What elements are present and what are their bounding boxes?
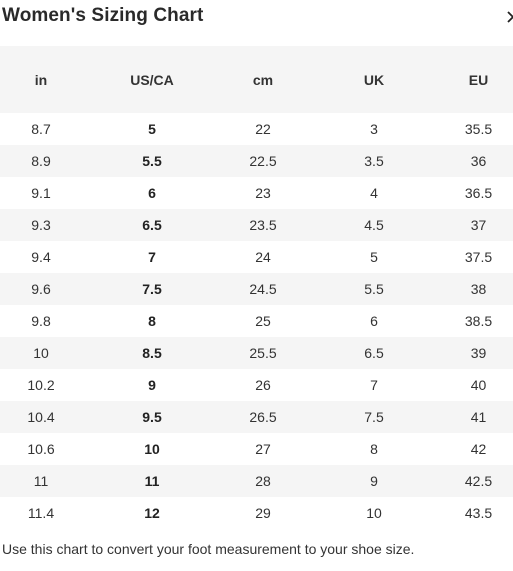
cell-eu: 42 [470,441,487,457]
cell-us-ca: 10 [144,441,160,457]
cell-cm: 27 [255,441,271,457]
cell-us-ca: 8.5 [142,345,162,361]
table-row: 8.9 5.5 22.5 3.5 36 [0,145,513,177]
cell-in: 9.4 [31,249,51,265]
table-row: 9.8 8 25 6 38.5 [0,305,513,337]
table-row: 9.4 7 24 5 37.5 [0,241,513,273]
modal-title: Women's Sizing Chart [2,5,204,26]
cell-in: 9.6 [31,281,51,297]
header-eu: EU [468,71,489,88]
table-row: 10 8.5 25.5 6.5 39 [0,337,513,369]
cell-cm: 23 [255,185,271,201]
cell-us-ca: 5.5 [142,153,162,169]
cell-cm: 26.5 [249,409,277,425]
cell-in: 9.1 [31,185,51,201]
cell-eu: 39 [470,345,487,361]
table-row: 10.6 10 27 8 42 [0,433,513,465]
cell-uk: 5.5 [364,281,384,297]
cell-us-ca: 6.5 [142,217,162,233]
cell-us-ca: 7.5 [142,281,162,297]
cell-us-ca: 6 [148,185,156,201]
cell-eu: 38.5 [464,313,493,329]
cell-uk: 5 [370,249,378,265]
cell-eu: 35.5 [464,121,493,137]
cell-eu: 36.5 [464,185,493,201]
cell-us-ca: 7 [148,249,156,265]
cell-cm: 24.5 [249,281,277,297]
table-row: 11 11 28 9 42.5 [0,465,513,497]
header-in: in [34,71,48,88]
cell-in: 11.4 [27,505,55,521]
cell-cm: 22.5 [249,153,277,169]
table-row: 10.2 9 26 7 40 [0,369,513,401]
cell-in: 10.6 [27,441,55,457]
cell-in: 9.3 [31,217,51,233]
cell-us-ca: 9.5 [142,409,162,425]
table-row: 10.4 9.5 26.5 7.5 41 [0,401,513,433]
table-row: 9.6 7.5 24.5 5.5 38 [0,273,513,305]
cell-uk: 6.5 [364,345,384,361]
cell-eu: 36 [470,153,487,169]
cell-cm: 24 [255,249,271,265]
cell-cm: 25 [255,313,271,329]
header-cm: cm [252,71,274,88]
close-icon[interactable] [507,8,513,26]
cell-uk: 7.5 [364,409,384,425]
cell-us-ca: 8 [148,313,156,329]
table-row: 8.7 5 22 3 35.5 [0,113,513,145]
header-us-ca: US/CA [130,71,174,88]
cell-us-ca: 9 [148,377,156,393]
cell-cm: 25.5 [249,345,277,361]
cell-uk: 9 [370,473,378,489]
cell-cm: 26 [255,377,271,393]
cell-in: 8.7 [31,121,51,137]
cell-in: 10 [33,345,49,361]
cell-us-ca: 12 [144,505,160,521]
cell-in: 9.8 [31,313,51,329]
cell-uk: 8 [370,441,378,457]
table-row: 9.3 6.5 23.5 4.5 37 [0,209,513,241]
cell-eu: 37 [470,217,487,233]
footnote: Use this chart to convert your foot meas… [2,541,415,557]
cell-uk: 7 [370,377,378,393]
table-row: 11.4 12 29 10 43.5 [0,497,513,529]
cell-uk: 4 [370,185,378,201]
table-header-row: in US/CA cm UK EU [0,46,513,113]
cell-in: 10.4 [27,409,55,425]
cell-eu: 42.5 [464,473,493,489]
cell-eu: 37.5 [464,249,493,265]
cell-in: 11 [33,473,49,489]
cell-uk: 3 [370,121,378,137]
cell-us-ca: 5 [148,121,156,137]
cell-uk: 10 [366,505,382,521]
cell-cm: 28 [255,473,271,489]
header-uk: UK [363,71,385,88]
sizing-table: in US/CA cm UK EU 8.7 5 22 3 35.5 8.9 5.… [0,46,513,529]
cell-uk: 6 [370,313,378,329]
table-row: 9.1 6 23 4 36.5 [0,177,513,209]
cell-eu: 38 [470,281,487,297]
cell-in: 10.2 [27,377,55,393]
cell-in: 8.9 [31,153,51,169]
cell-cm: 29 [255,505,271,521]
cell-cm: 23.5 [249,217,277,233]
cell-uk: 4.5 [364,217,384,233]
cell-cm: 22 [255,121,271,137]
cell-eu: 41 [470,409,487,425]
cell-eu: 43.5 [464,505,493,521]
cell-us-ca: 11 [144,473,160,489]
cell-eu: 40 [470,377,487,393]
cell-uk: 3.5 [364,153,384,169]
